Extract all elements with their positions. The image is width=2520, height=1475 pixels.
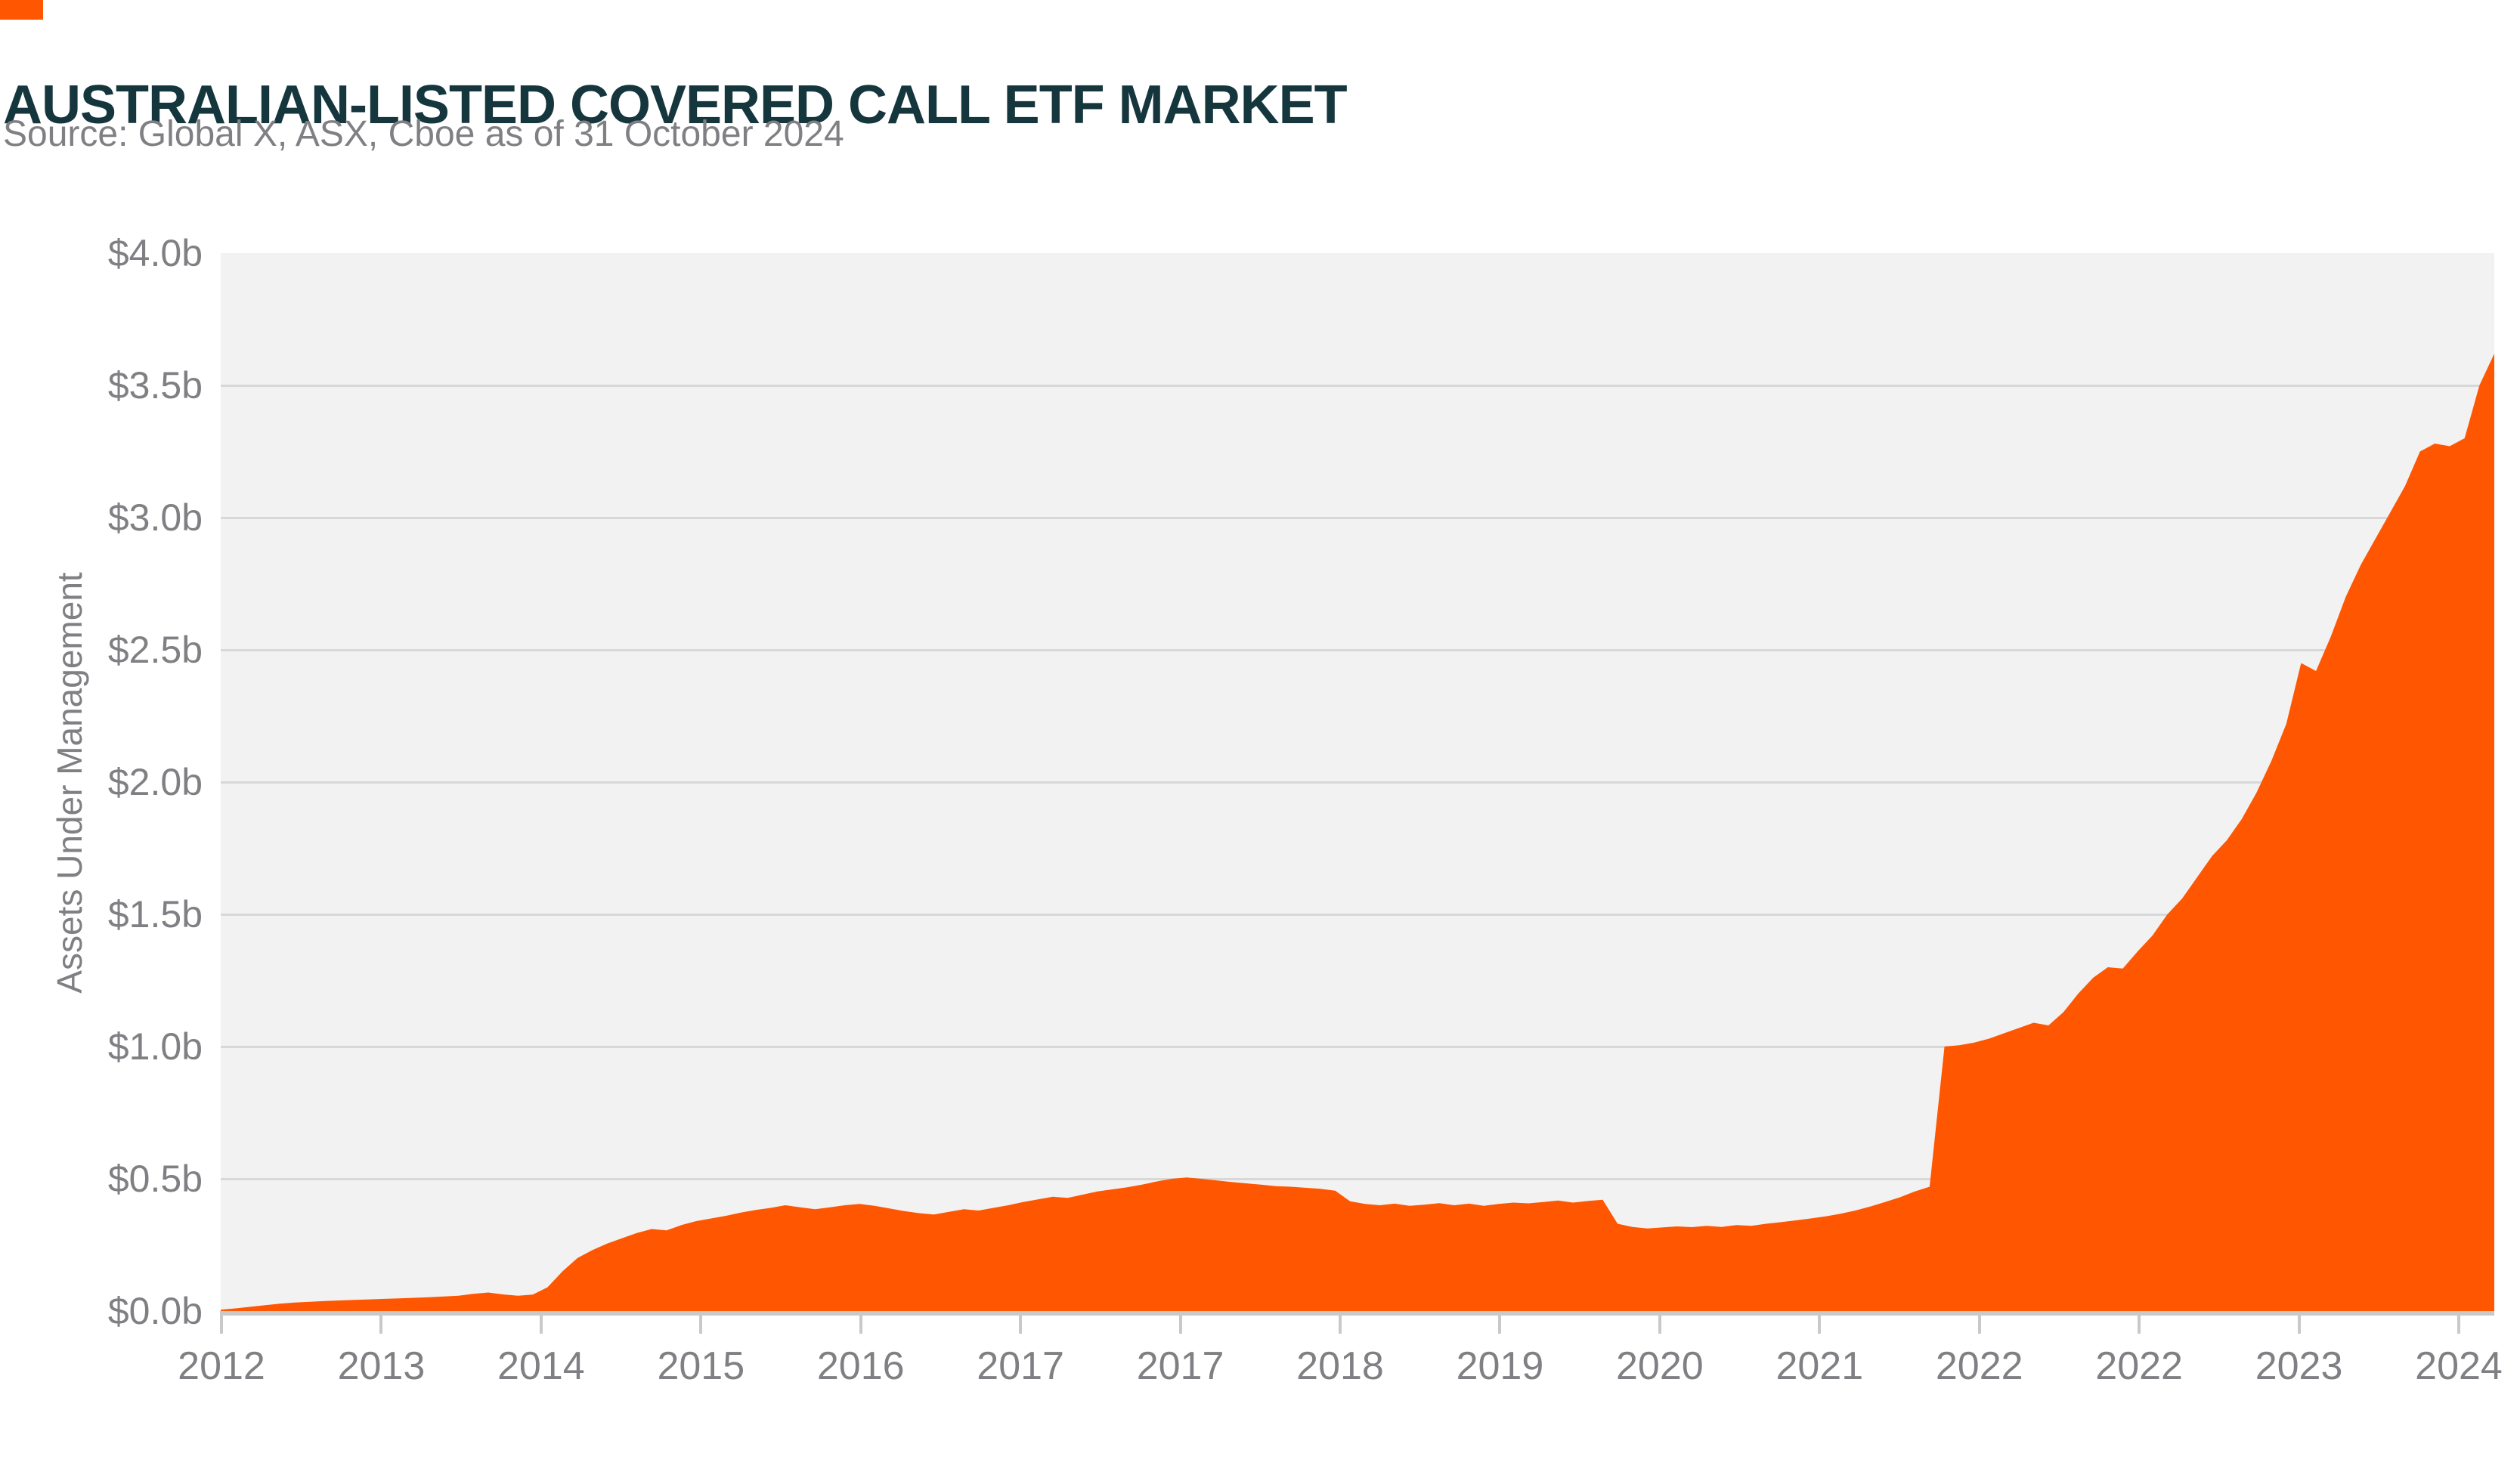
x-tick-mark	[1977, 1311, 1981, 1334]
x-tick-mark	[2138, 1311, 2141, 1334]
y-tick-label: $1.0b	[107, 1025, 203, 1068]
source-caption: Source: Global X, ASX, Cboe as of 31 Oct…	[3, 114, 844, 154]
gridline	[221, 913, 2494, 916]
x-tick-mark	[379, 1311, 383, 1334]
x-tick-label: 2019	[1456, 1344, 1544, 1388]
x-tick-label: 2017	[977, 1344, 1064, 1388]
x-tick-label: 2020	[1616, 1344, 1704, 1388]
y-tick-label: $4.0b	[107, 232, 203, 274]
y-tick-label: $3.0b	[107, 496, 203, 539]
x-tick-mark	[1019, 1311, 1023, 1334]
y-tick-label: $2.5b	[107, 629, 203, 671]
page-title: AUSTRALIAN-LISTED COVERED CALL ETF MARKE…	[3, 75, 1348, 136]
gridline	[221, 1045, 2494, 1048]
x-tick-mark	[1818, 1311, 1822, 1334]
x-tick-mark	[2457, 1311, 2460, 1334]
x-tick-label: 2022	[2095, 1344, 2183, 1388]
x-tick-label: 2022	[1935, 1344, 2023, 1388]
aum-area-path	[221, 354, 2494, 1311]
x-tick-label: 2015	[657, 1344, 745, 1388]
x-tick-mark	[1178, 1311, 1182, 1334]
x-tick-mark	[539, 1311, 543, 1334]
x-tick-mark	[220, 1311, 223, 1334]
x-tick-label: 2016	[816, 1344, 905, 1388]
plot-area	[221, 253, 2494, 1311]
x-tick-label: 2012	[178, 1344, 265, 1388]
gridline	[221, 781, 2494, 784]
y-tick-label: $0.5b	[107, 1158, 203, 1200]
y-tick-label: $0.0b	[107, 1290, 203, 1332]
y-tick-label: $3.5b	[107, 364, 203, 407]
aum-area-chart	[221, 354, 2494, 1311]
x-tick-mark	[2297, 1311, 2301, 1334]
x-tick-mark	[1658, 1311, 1661, 1334]
x-tick-label: 2021	[1775, 1344, 1864, 1388]
brand-mark	[0, 0, 43, 20]
x-tick-mark	[1498, 1311, 1502, 1334]
gridline	[221, 516, 2494, 519]
x-tick-label: 2014	[497, 1344, 585, 1388]
x-tick-label: 2017	[1136, 1344, 1224, 1388]
x-tick-mark	[859, 1311, 862, 1334]
x-tick-label: 2018	[1296, 1344, 1384, 1388]
gridline	[221, 1177, 2494, 1180]
x-tick-label: 2024	[2415, 1344, 2503, 1388]
y-tick-label: $1.5b	[107, 893, 203, 935]
x-tick-label: 2023	[2255, 1344, 2343, 1388]
x-axis-line	[221, 1311, 2494, 1316]
gridline	[221, 648, 2494, 651]
y-tick-label: $2.0b	[107, 761, 203, 803]
x-tick-label: 2013	[337, 1344, 426, 1388]
gridline	[221, 384, 2494, 387]
x-tick-mark	[1339, 1311, 1342, 1334]
x-tick-mark	[699, 1311, 703, 1334]
